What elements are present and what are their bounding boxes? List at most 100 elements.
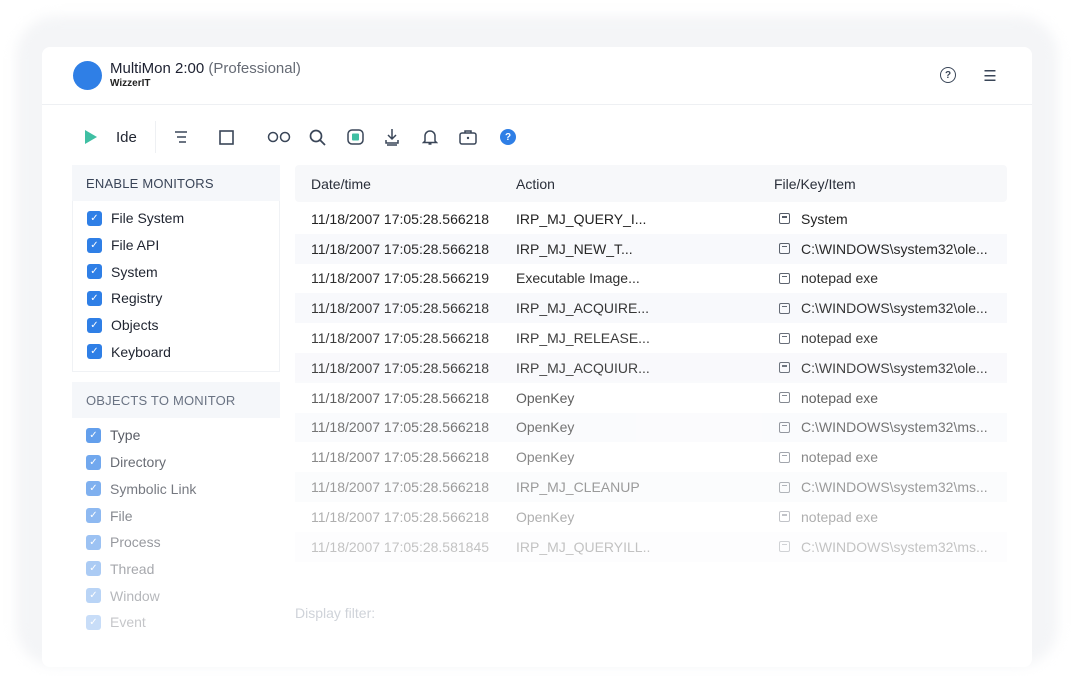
stop-square-icon[interactable] bbox=[217, 125, 235, 149]
download-icon[interactable] bbox=[383, 125, 401, 149]
cell-item-text: notepad exe bbox=[801, 330, 879, 347]
cell-datetime: 11/18/2007 17:05:28.566218 bbox=[311, 300, 490, 317]
checkbox-item[interactable]: ✓ Type bbox=[72, 422, 280, 449]
checkbox-checked-icon[interactable]: ✓ bbox=[86, 534, 101, 550]
cell-item-text: C:\WINDOWS\system32\ole... bbox=[801, 300, 988, 317]
cell-datetime: 11/18/2007 17:05:28.566218 bbox=[311, 479, 490, 496]
checkbox-label: Window bbox=[110, 587, 160, 604]
checkbox-label: Process bbox=[110, 534, 161, 551]
checkbox-label: Objects bbox=[111, 317, 159, 334]
cell-item-text: notepad exe bbox=[801, 508, 879, 525]
column-header-action[interactable]: Action bbox=[516, 175, 555, 192]
checkbox-checked-icon[interactable]: ✓ bbox=[86, 561, 101, 577]
file-icon bbox=[779, 392, 790, 404]
checkbox-item[interactable]: ✓ File System bbox=[73, 205, 279, 232]
checkbox-item[interactable]: ✓ Symbolic Link bbox=[72, 476, 280, 503]
display-filter-label: Display filter: bbox=[295, 605, 376, 621]
run-button[interactable]: Ide bbox=[116, 128, 137, 146]
table-row[interactable]: 11/18/2007 17:05:28.566218 IRP_MJ_ACQUIUR… bbox=[295, 352, 1007, 383]
file-icon bbox=[779, 511, 790, 523]
enable-monitors-list: ✓ File System ✓ File API ✓ System ✓ Registry ✓ Ob… bbox=[72, 201, 280, 373]
checkbox-checked-icon[interactable]: ✓ bbox=[87, 210, 102, 226]
checkbox-label: Keyboard bbox=[111, 343, 171, 360]
checkbox-checked-icon[interactable]: ✓ bbox=[87, 264, 102, 280]
table-row[interactable]: 11/18/2007 17:05:28.566218 IRP_MJ_NEW_T..… bbox=[295, 233, 1007, 264]
column-header-datetime[interactable]: Date/time bbox=[311, 175, 371, 192]
cell-item-text: C:\WINDOWS\system32\ole... bbox=[801, 359, 988, 376]
cell-item-text: C:\WINDOWS\system32\ms... bbox=[801, 479, 988, 496]
checkbox-checked-icon[interactable]: ✓ bbox=[86, 614, 101, 630]
table-row[interactable]: 11/18/2007 17:05:28.581845 IRP_MJ_QUERYIL… bbox=[295, 531, 1007, 562]
checkbox-checked-icon[interactable]: ✓ bbox=[87, 290, 102, 306]
checkbox-item[interactable]: ✓ Objects bbox=[73, 312, 279, 339]
checkbox-item[interactable]: ✓ Window bbox=[72, 582, 280, 609]
bell-icon[interactable] bbox=[421, 125, 439, 149]
cell-datetime: 11/18/2007 17:05:28.566218 bbox=[311, 508, 490, 525]
table-row[interactable]: 11/18/2007 17:05:28.566218 IRP_MJ_ACQUIRE… bbox=[295, 293, 1007, 324]
cell-item-text: C:\WINDOWS\system32\ms... bbox=[801, 419, 988, 436]
cell-action: OpenKey bbox=[516, 389, 575, 406]
cell-datetime: 11/18/2007 17:05:28.581845 bbox=[311, 538, 490, 555]
checkbox-item[interactable]: ✓ Event bbox=[72, 609, 280, 636]
app-name: MultiMon 2:00 bbox=[110, 60, 205, 77]
help-icon[interactable]: ? bbox=[500, 129, 516, 145]
column-header-item[interactable]: File/Key/Item bbox=[774, 175, 856, 192]
table-row[interactable]: 11/18/2007 17:05:28.566218 IRP_MJ_QUERY_I… bbox=[295, 204, 1007, 234]
checkbox-checked-icon[interactable]: ✓ bbox=[87, 237, 102, 253]
cell-item: notepad exe bbox=[764, 509, 1007, 525]
table-row[interactable]: 11/18/2007 17:05:28.566218 OpenKey notepad… bbox=[295, 502, 1007, 532]
cell-item-text: notepad exe bbox=[801, 389, 879, 406]
cell-datetime: 11/18/2007 17:05:28.566218 bbox=[311, 449, 490, 466]
events-table: Date/time Action File/Key/Item 11/18/200… bbox=[295, 165, 1007, 562]
checkbox-item[interactable]: ✓ Process bbox=[72, 529, 280, 556]
table-row[interactable]: 11/18/2007 17:05:28.566218 OpenKey notepad… bbox=[295, 383, 1007, 413]
table-row[interactable]: 11/18/2007 17:05:28.566218 IRP_MJ_RELEASE… bbox=[295, 323, 1007, 353]
checkbox-checked-icon[interactable]: ✓ bbox=[86, 588, 101, 604]
glasses-icon[interactable] bbox=[267, 125, 291, 149]
checkbox-item[interactable]: ✓ Thread bbox=[72, 556, 280, 583]
cell-action: IRP_MJ_QUERY_I... bbox=[516, 210, 647, 227]
cell-item: notepad exe bbox=[764, 449, 1007, 465]
cell-action: OpenKey bbox=[516, 508, 575, 525]
play-icon[interactable] bbox=[82, 125, 100, 149]
checkbox-item[interactable]: ✓ Keyboard bbox=[73, 338, 279, 365]
cell-item-text: notepad exe bbox=[801, 449, 879, 466]
help-circle-icon[interactable]: ? bbox=[940, 67, 956, 83]
company-name: WizzerIT bbox=[110, 78, 151, 89]
file-icon bbox=[779, 481, 790, 493]
checkbox-checked-icon[interactable]: ✓ bbox=[86, 427, 101, 443]
table-row[interactable]: 11/18/2007 17:05:28.566219 Executable Ima… bbox=[295, 264, 1007, 294]
search-icon[interactable] bbox=[308, 125, 326, 149]
objects-to-monitor-title: OBJECTS TO MONITOR bbox=[72, 382, 280, 419]
table-row[interactable]: 11/18/2007 17:05:28.566218 OpenKey notepad… bbox=[295, 442, 1007, 472]
checkbox-checked-icon[interactable]: ✓ bbox=[86, 454, 101, 470]
file-icon bbox=[779, 272, 790, 284]
cell-item: System bbox=[764, 211, 1007, 227]
checkbox-item[interactable]: ✓ File bbox=[72, 502, 280, 529]
briefcase-icon[interactable] bbox=[459, 125, 477, 149]
table-row[interactable]: 11/18/2007 17:05:28.566218 OpenKey C:\WIND… bbox=[295, 412, 1007, 443]
list-icon[interactable] bbox=[172, 125, 190, 149]
cell-item-text: C:\WINDOWS\system32\ms... bbox=[801, 538, 988, 555]
file-icon bbox=[779, 421, 790, 433]
checkbox-label: Registry bbox=[111, 290, 163, 307]
capture-icon[interactable] bbox=[346, 125, 364, 149]
checkbox-checked-icon[interactable]: ✓ bbox=[86, 481, 101, 497]
file-icon bbox=[779, 362, 790, 374]
checkbox-item[interactable]: ✓ Directory bbox=[72, 449, 280, 476]
cell-datetime: 11/18/2007 17:05:28.566219 bbox=[311, 270, 490, 287]
checkbox-item[interactable]: ✓ Registry bbox=[73, 285, 279, 312]
menu-lines-icon[interactable]: ☰ bbox=[983, 68, 997, 85]
file-icon bbox=[779, 243, 790, 255]
checkbox-label: Thread bbox=[110, 560, 155, 577]
checkbox-item[interactable]: ✓ File API bbox=[73, 232, 279, 259]
checkbox-checked-icon[interactable]: ✓ bbox=[86, 508, 101, 524]
checkbox-item[interactable]: ✓ System bbox=[73, 258, 279, 285]
table-row[interactable]: 11/18/2007 17:05:28.566218 IRP_MJ_CLEANUP… bbox=[295, 472, 1007, 502]
cell-datetime: 11/18/2007 17:05:28.566218 bbox=[311, 330, 490, 347]
cell-item: C:\WINDOWS\system32\ms... bbox=[764, 539, 1007, 555]
cell-action: IRP_MJ_CLEANUP bbox=[516, 479, 640, 496]
checkbox-checked-icon[interactable]: ✓ bbox=[87, 317, 102, 333]
checkbox-checked-icon[interactable]: ✓ bbox=[87, 344, 102, 360]
cell-datetime: 11/18/2007 17:05:28.566218 bbox=[311, 389, 490, 406]
